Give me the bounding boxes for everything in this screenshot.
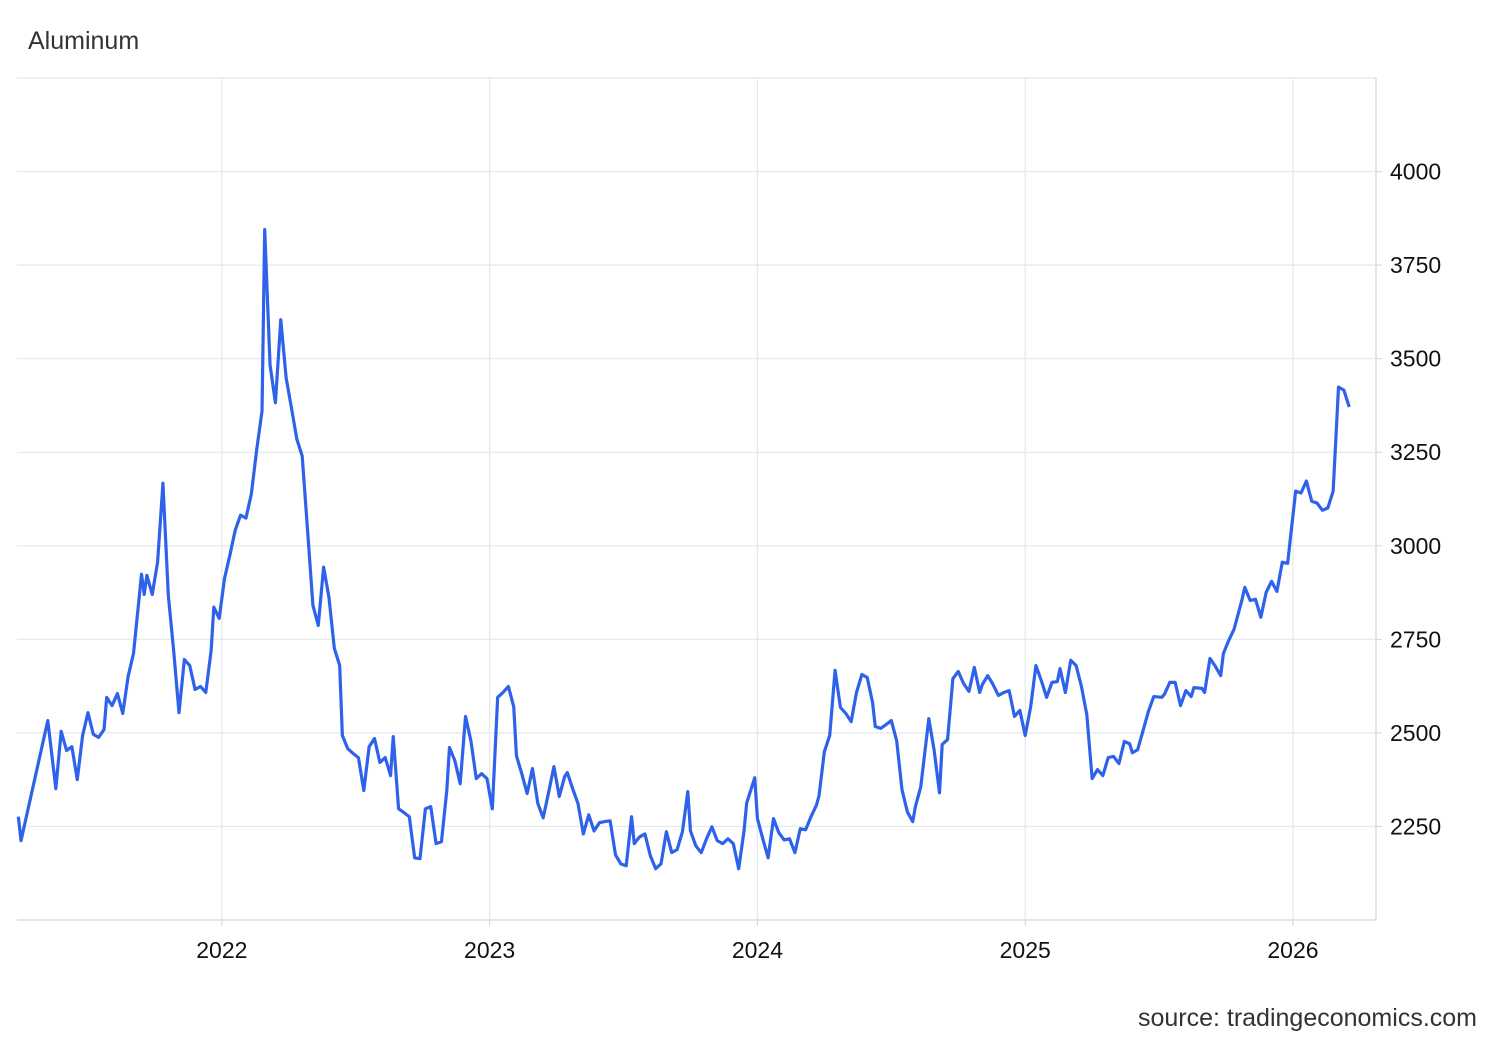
price-line [16, 227, 1351, 871]
y-tick-label: 2250 [1390, 813, 1441, 839]
y-tick-label: 3000 [1390, 533, 1441, 559]
x-tick-label: 2023 [464, 937, 515, 963]
x-tick-label: 2024 [732, 937, 783, 963]
chart-title: Aluminum [28, 27, 139, 55]
source-note: source: tradingeconomics.com [1138, 1004, 1477, 1032]
y-tick-label: 3500 [1390, 346, 1441, 372]
y-tick-label: 3750 [1390, 252, 1441, 278]
y-tick-label: 4000 [1390, 159, 1441, 185]
x-tick-label: 2022 [196, 937, 247, 963]
y-tick-label: 3250 [1390, 439, 1441, 465]
y-tick-label: 2500 [1390, 720, 1441, 746]
x-tick-label: 2026 [1267, 937, 1318, 963]
y-tick-label: 2750 [1390, 626, 1441, 652]
x-tick-label: 2025 [1000, 937, 1051, 963]
